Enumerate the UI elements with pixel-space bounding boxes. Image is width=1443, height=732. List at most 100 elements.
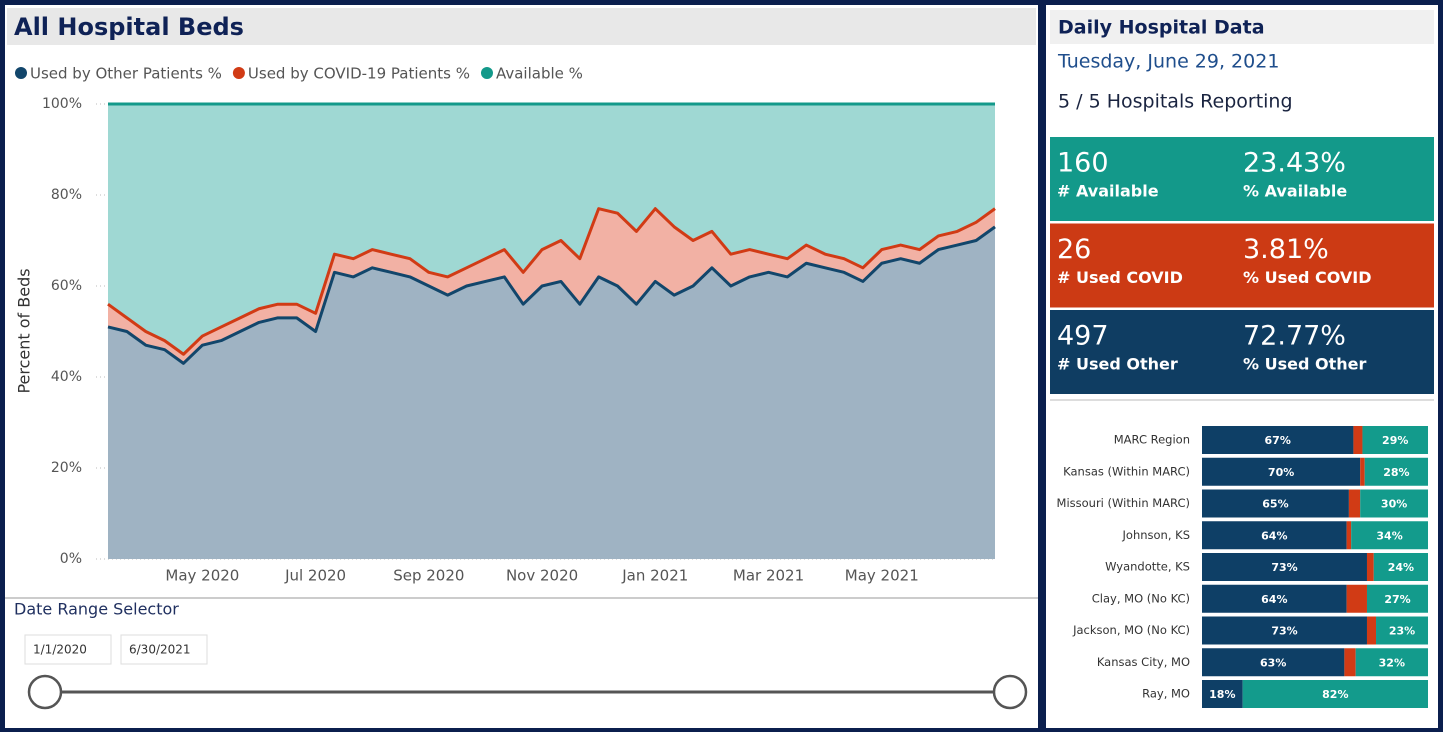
legend-label: Available %: [496, 65, 583, 83]
end-date-box[interactable]: [120, 634, 208, 665]
row-label: Jackson, MO (No KC): [1072, 623, 1190, 637]
legend-label: Used by COVID-19 Patients %: [248, 65, 470, 83]
kpi-value: 26: [1057, 234, 1091, 265]
kpi-pct: 72.77%: [1243, 321, 1346, 352]
bar-segment: [1348, 489, 1361, 518]
bar-segment: [1202, 553, 1367, 581]
kpi-label: # Used Other: [1057, 355, 1178, 374]
bar-value-label: 64%: [1261, 593, 1287, 606]
kpi-card: [1050, 137, 1434, 221]
kpi-label: # Available: [1057, 182, 1159, 201]
row-label: Ray, MO: [1142, 687, 1190, 701]
x-tick-label: Jul 2020: [284, 567, 346, 585]
row-label: Johnson, KS: [1122, 528, 1190, 542]
row-label: Wyandotte, KS: [1105, 560, 1190, 574]
bar-segment: [1353, 426, 1363, 454]
bar-segment: [1202, 457, 1361, 486]
row-label: Kansas (Within MARC): [1063, 464, 1190, 478]
row-label: Missouri (Within MARC): [1057, 496, 1190, 510]
chart-title: All Hospital Beds: [14, 13, 244, 41]
kpi-pct-label: % Used Other: [1243, 355, 1366, 374]
bar-segment: [1346, 584, 1367, 613]
bar-segment: [1351, 521, 1428, 550]
reporting: 5 / 5 Hospitals Reporting: [1058, 91, 1293, 113]
bar-segment: [1344, 648, 1356, 677]
row-label: Clay, MO (No KC): [1092, 591, 1190, 605]
bar-value-label: 65%: [1262, 498, 1288, 511]
bar-segment: [1202, 521, 1347, 550]
bar-segment: [1362, 426, 1428, 454]
bar-segment: [1364, 457, 1428, 486]
bar-value-label: 67%: [1265, 434, 1291, 447]
y-axis-label: Percent of Beds: [15, 268, 34, 393]
bar-value-label: 32%: [1379, 656, 1405, 669]
daily-date: Tuesday, June 29, 2021: [1057, 51, 1279, 73]
end-date[interactable]: 6/30/2021: [129, 643, 191, 657]
series-line: [107, 207, 996, 356]
legend-marker: [480, 67, 493, 79]
bar-segment: [1242, 680, 1428, 708]
kpi-pct: 3.81%: [1243, 234, 1329, 265]
bar-value-label: 70%: [1268, 466, 1294, 479]
bar-segment: [1360, 489, 1428, 518]
kpi-card: [1050, 223, 1434, 308]
x-tick-label: Jan 2021: [621, 567, 688, 585]
bar-segment: [1376, 616, 1428, 645]
row-label: Kansas City, MO: [1097, 655, 1190, 669]
slider-handle-start[interactable]: [27, 674, 63, 710]
bar-segment: [1202, 489, 1349, 518]
slider-handle-end[interactable]: [992, 674, 1028, 710]
daily-title-bar: [1050, 10, 1434, 44]
area-fill: [108, 208, 995, 364]
y-tick-label: 100%: [42, 96, 82, 112]
start-date-box[interactable]: [24, 634, 112, 665]
bar-segment: [1346, 521, 1352, 550]
bar-segment: [1202, 426, 1354, 454]
bar-value-label: 34%: [1376, 529, 1402, 542]
y-tick-label: 80%: [51, 187, 82, 203]
x-tick-label: May 2020: [165, 567, 239, 585]
x-tick-label: May 2021: [845, 567, 919, 585]
legend-marker: [232, 67, 245, 79]
bar-value-label: 23%: [1389, 625, 1415, 638]
bar-segment: [1202, 648, 1345, 677]
bar-value-label: 63%: [1260, 656, 1286, 669]
bar-segment: [1360, 457, 1365, 486]
kpi-pct-label: % Used COVID: [1243, 268, 1372, 287]
kpi-label: # Used COVID: [1057, 268, 1183, 287]
x-tick-label: Nov 2020: [506, 567, 578, 585]
bar-segment: [1366, 616, 1377, 645]
x-tick-label: Mar 2021: [733, 567, 804, 585]
kpi-value: 160: [1057, 148, 1109, 179]
kpi-value: 497: [1057, 321, 1109, 352]
bar-value-label: 64%: [1261, 529, 1287, 542]
legend-label: Used by Other Patients %: [30, 65, 222, 83]
x-tick-label: Sep 2020: [393, 567, 464, 585]
bar-value-label: 24%: [1388, 561, 1414, 574]
daily-title: Daily Hospital Data: [1058, 17, 1265, 39]
start-date[interactable]: 1/1/2020: [33, 643, 87, 657]
y-tick-label: 40%: [51, 369, 82, 385]
y-tick-label: 0%: [60, 551, 82, 567]
bar-value-label: 29%: [1382, 434, 1408, 447]
series-line: [107, 225, 996, 365]
bar-value-label: 27%: [1384, 593, 1410, 606]
row-label: MARC Region: [1114, 433, 1190, 447]
bar-value-label: 30%: [1381, 498, 1407, 511]
kpi-pct-label: % Available: [1243, 182, 1347, 201]
bar-segment: [1366, 553, 1374, 581]
bar-segment: [1355, 648, 1428, 677]
kpi-pct: 23.43%: [1243, 148, 1346, 179]
bar-value-label: 28%: [1383, 466, 1409, 479]
bar-segment: [1202, 616, 1367, 645]
legend-marker: [15, 67, 27, 79]
bar-value-label: 82%: [1322, 688, 1348, 701]
bar-value-label: 73%: [1271, 625, 1297, 638]
date-range-title: Date Range Selector: [14, 600, 179, 619]
kpi-card: [1050, 310, 1434, 394]
area-fill: [108, 104, 995, 355]
bar-segment: [1373, 553, 1428, 581]
bar-segment: [1202, 680, 1243, 708]
